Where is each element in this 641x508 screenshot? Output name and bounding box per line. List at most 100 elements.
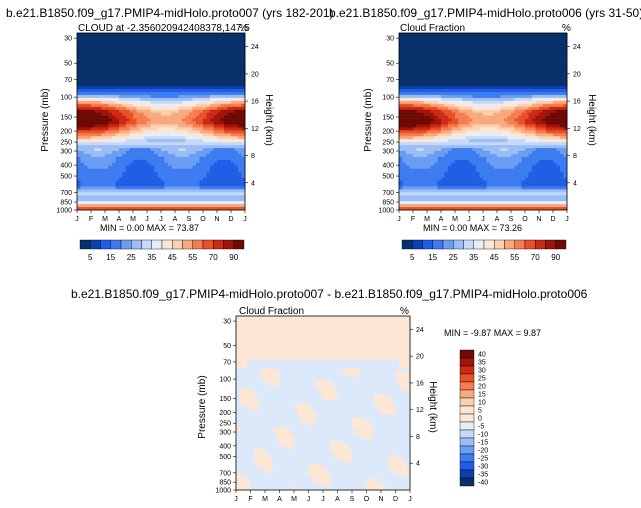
heatmap-cell bbox=[80, 100, 85, 105]
heatmap-cell bbox=[126, 130, 130, 134]
heatmap-cell bbox=[507, 130, 512, 134]
heatmap-cell bbox=[546, 151, 550, 155]
heatmap-cell bbox=[546, 83, 550, 87]
heatmap-cell bbox=[140, 65, 144, 69]
heatmap-cell bbox=[182, 41, 186, 46]
heatmap-cell bbox=[521, 77, 526, 81]
heatmap-cell bbox=[458, 121, 463, 125]
heatmap-cell bbox=[546, 153, 550, 158]
heatmap-cell bbox=[402, 74, 407, 78]
heatmap-cell bbox=[168, 50, 172, 54]
heatmap-cell bbox=[458, 151, 463, 155]
heatmap-cell bbox=[157, 80, 162, 84]
heatmap-cell bbox=[448, 33, 452, 37]
heatmap-cell bbox=[493, 121, 498, 125]
heatmap-cell bbox=[101, 44, 106, 49]
heatmap-cell bbox=[157, 83, 162, 87]
heatmap-cell bbox=[185, 115, 190, 119]
heatmap-cell bbox=[196, 151, 200, 155]
heatmap-cell bbox=[437, 50, 442, 54]
heatmap-cell bbox=[399, 100, 403, 105]
heatmap-cell bbox=[455, 115, 459, 119]
heatmap-cell bbox=[147, 103, 151, 108]
heatmap-cell bbox=[143, 156, 148, 161]
heatmap-cell bbox=[213, 112, 218, 116]
heatmap-cell bbox=[182, 189, 186, 193]
heatmap-cell bbox=[210, 33, 214, 37]
heatmap-cell bbox=[406, 100, 410, 105]
heatmap-cell bbox=[91, 109, 95, 113]
heatmap-cell bbox=[490, 59, 494, 63]
heatmap-cell bbox=[189, 83, 193, 87]
heatmap-cell bbox=[217, 100, 221, 105]
heatmap-cell bbox=[560, 35, 564, 40]
heatmap-cell bbox=[553, 77, 557, 81]
heatmap-cell bbox=[560, 33, 564, 37]
heatmap-cell bbox=[94, 127, 99, 131]
heatmap-cell bbox=[150, 83, 155, 87]
heatmap-cell bbox=[115, 124, 120, 128]
heatmap-cell bbox=[507, 38, 512, 43]
heatmap-cell bbox=[514, 59, 519, 63]
heatmap-cell bbox=[178, 44, 183, 49]
heatmap-cell bbox=[220, 165, 225, 169]
heatmap-cell bbox=[402, 103, 407, 108]
heatmap-cell bbox=[220, 174, 225, 178]
heatmap-cell bbox=[234, 142, 239, 146]
heatmap-cell bbox=[150, 156, 155, 161]
heatmap-cell bbox=[234, 68, 239, 72]
heatmap-cell bbox=[406, 94, 410, 99]
heatmap-cell bbox=[129, 186, 134, 190]
heatmap-cell bbox=[500, 68, 505, 72]
heatmap-cell bbox=[535, 100, 540, 105]
heatmap-cell bbox=[164, 47, 169, 51]
heatmap-cell bbox=[441, 118, 445, 122]
heatmap-cell bbox=[493, 151, 498, 155]
heatmap-cell bbox=[129, 62, 134, 66]
heatmap-cell bbox=[416, 35, 421, 40]
heatmap-cell bbox=[154, 139, 158, 143]
heatmap-cell bbox=[441, 47, 445, 51]
heatmap-cell bbox=[458, 92, 463, 96]
heatmap-cell bbox=[462, 94, 466, 99]
heatmap-cell bbox=[234, 35, 239, 40]
heatmap-cell bbox=[115, 151, 120, 155]
heatmap-cell bbox=[94, 97, 99, 102]
heatmap-cell bbox=[203, 74, 207, 78]
heatmap-cell bbox=[220, 124, 225, 128]
heatmap-cell bbox=[472, 71, 477, 75]
heatmap-cell bbox=[476, 115, 480, 119]
heatmap-cell bbox=[448, 53, 452, 57]
heatmap-cell bbox=[196, 136, 200, 140]
heatmap-cell bbox=[175, 177, 179, 181]
heatmap-cell bbox=[234, 100, 239, 105]
heatmap-cell bbox=[108, 80, 113, 84]
heatmap-cell bbox=[420, 80, 424, 84]
heatmap-cell bbox=[427, 97, 431, 102]
heatmap-cell bbox=[518, 68, 522, 72]
heatmap-cell bbox=[91, 186, 95, 190]
heatmap-cell bbox=[133, 94, 137, 99]
heatmap-cell bbox=[241, 97, 246, 102]
heatmap-cell bbox=[136, 115, 141, 119]
heatmap-cell bbox=[430, 65, 435, 69]
heatmap-cell bbox=[98, 148, 102, 152]
heatmap-cell bbox=[203, 71, 207, 75]
heatmap-cell bbox=[518, 33, 522, 37]
heatmap-cell bbox=[234, 97, 239, 102]
heatmap-cell bbox=[469, 118, 473, 122]
heatmap-cell bbox=[507, 68, 512, 72]
heatmap-cell bbox=[126, 127, 130, 131]
heatmap-cell bbox=[178, 89, 183, 93]
heatmap-cell bbox=[171, 68, 176, 72]
heatmap-cell bbox=[171, 148, 176, 152]
heatmap-cell bbox=[105, 171, 109, 175]
heatmap-cell bbox=[458, 130, 463, 134]
heatmap-cell bbox=[430, 89, 435, 93]
heatmap-cell bbox=[458, 145, 463, 149]
heatmap-cell bbox=[462, 109, 466, 113]
heatmap-cell bbox=[220, 35, 225, 40]
heatmap-cell bbox=[493, 127, 498, 131]
heatmap-cell bbox=[528, 56, 533, 60]
heatmap-cell bbox=[500, 145, 505, 149]
